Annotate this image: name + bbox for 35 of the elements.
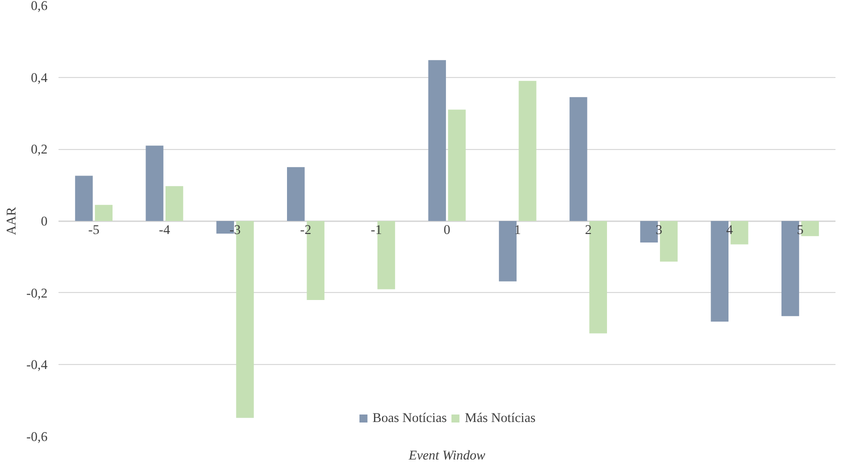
bar [589,221,607,334]
bar [428,60,446,221]
x-axis-title: Event Window [408,448,486,462]
bar [287,167,305,221]
y-tick-label: -0,4 [26,357,48,372]
x-tick-label: -5 [88,222,100,237]
bar [146,146,164,221]
x-tick-label: 4 [726,222,734,237]
legend-label: Más Notícias [464,410,536,426]
bar [570,97,588,221]
x-tick-label: -4 [158,222,170,237]
bar [448,110,466,221]
bar [166,186,184,221]
x-tick-label: -1 [370,222,382,237]
x-tick-label: -3 [230,222,241,237]
y-axis-title: AAR [3,206,18,236]
bar [94,204,113,221]
bar [518,80,536,221]
bar [75,176,93,221]
y-tick-label: 0,2 [30,142,48,157]
x-tick-label: 5 [796,222,804,237]
bar [781,221,800,316]
y-tick-label: -0,2 [26,285,48,300]
x-tick-label: -2 [300,222,312,237]
y-tick-label: 0,4 [30,70,48,85]
x-tick-label: 3 [656,222,663,237]
bar [498,221,517,282]
x-tick-label: 2 [584,222,592,237]
x-tick-label: 0 [444,222,451,237]
y-tick-label: -0,6 [26,429,48,444]
legend-label: Boas Notícias [372,410,447,426]
bar [710,221,728,322]
bar [640,221,658,243]
y-tick-label: 0,6 [30,0,48,13]
bar [801,221,819,236]
